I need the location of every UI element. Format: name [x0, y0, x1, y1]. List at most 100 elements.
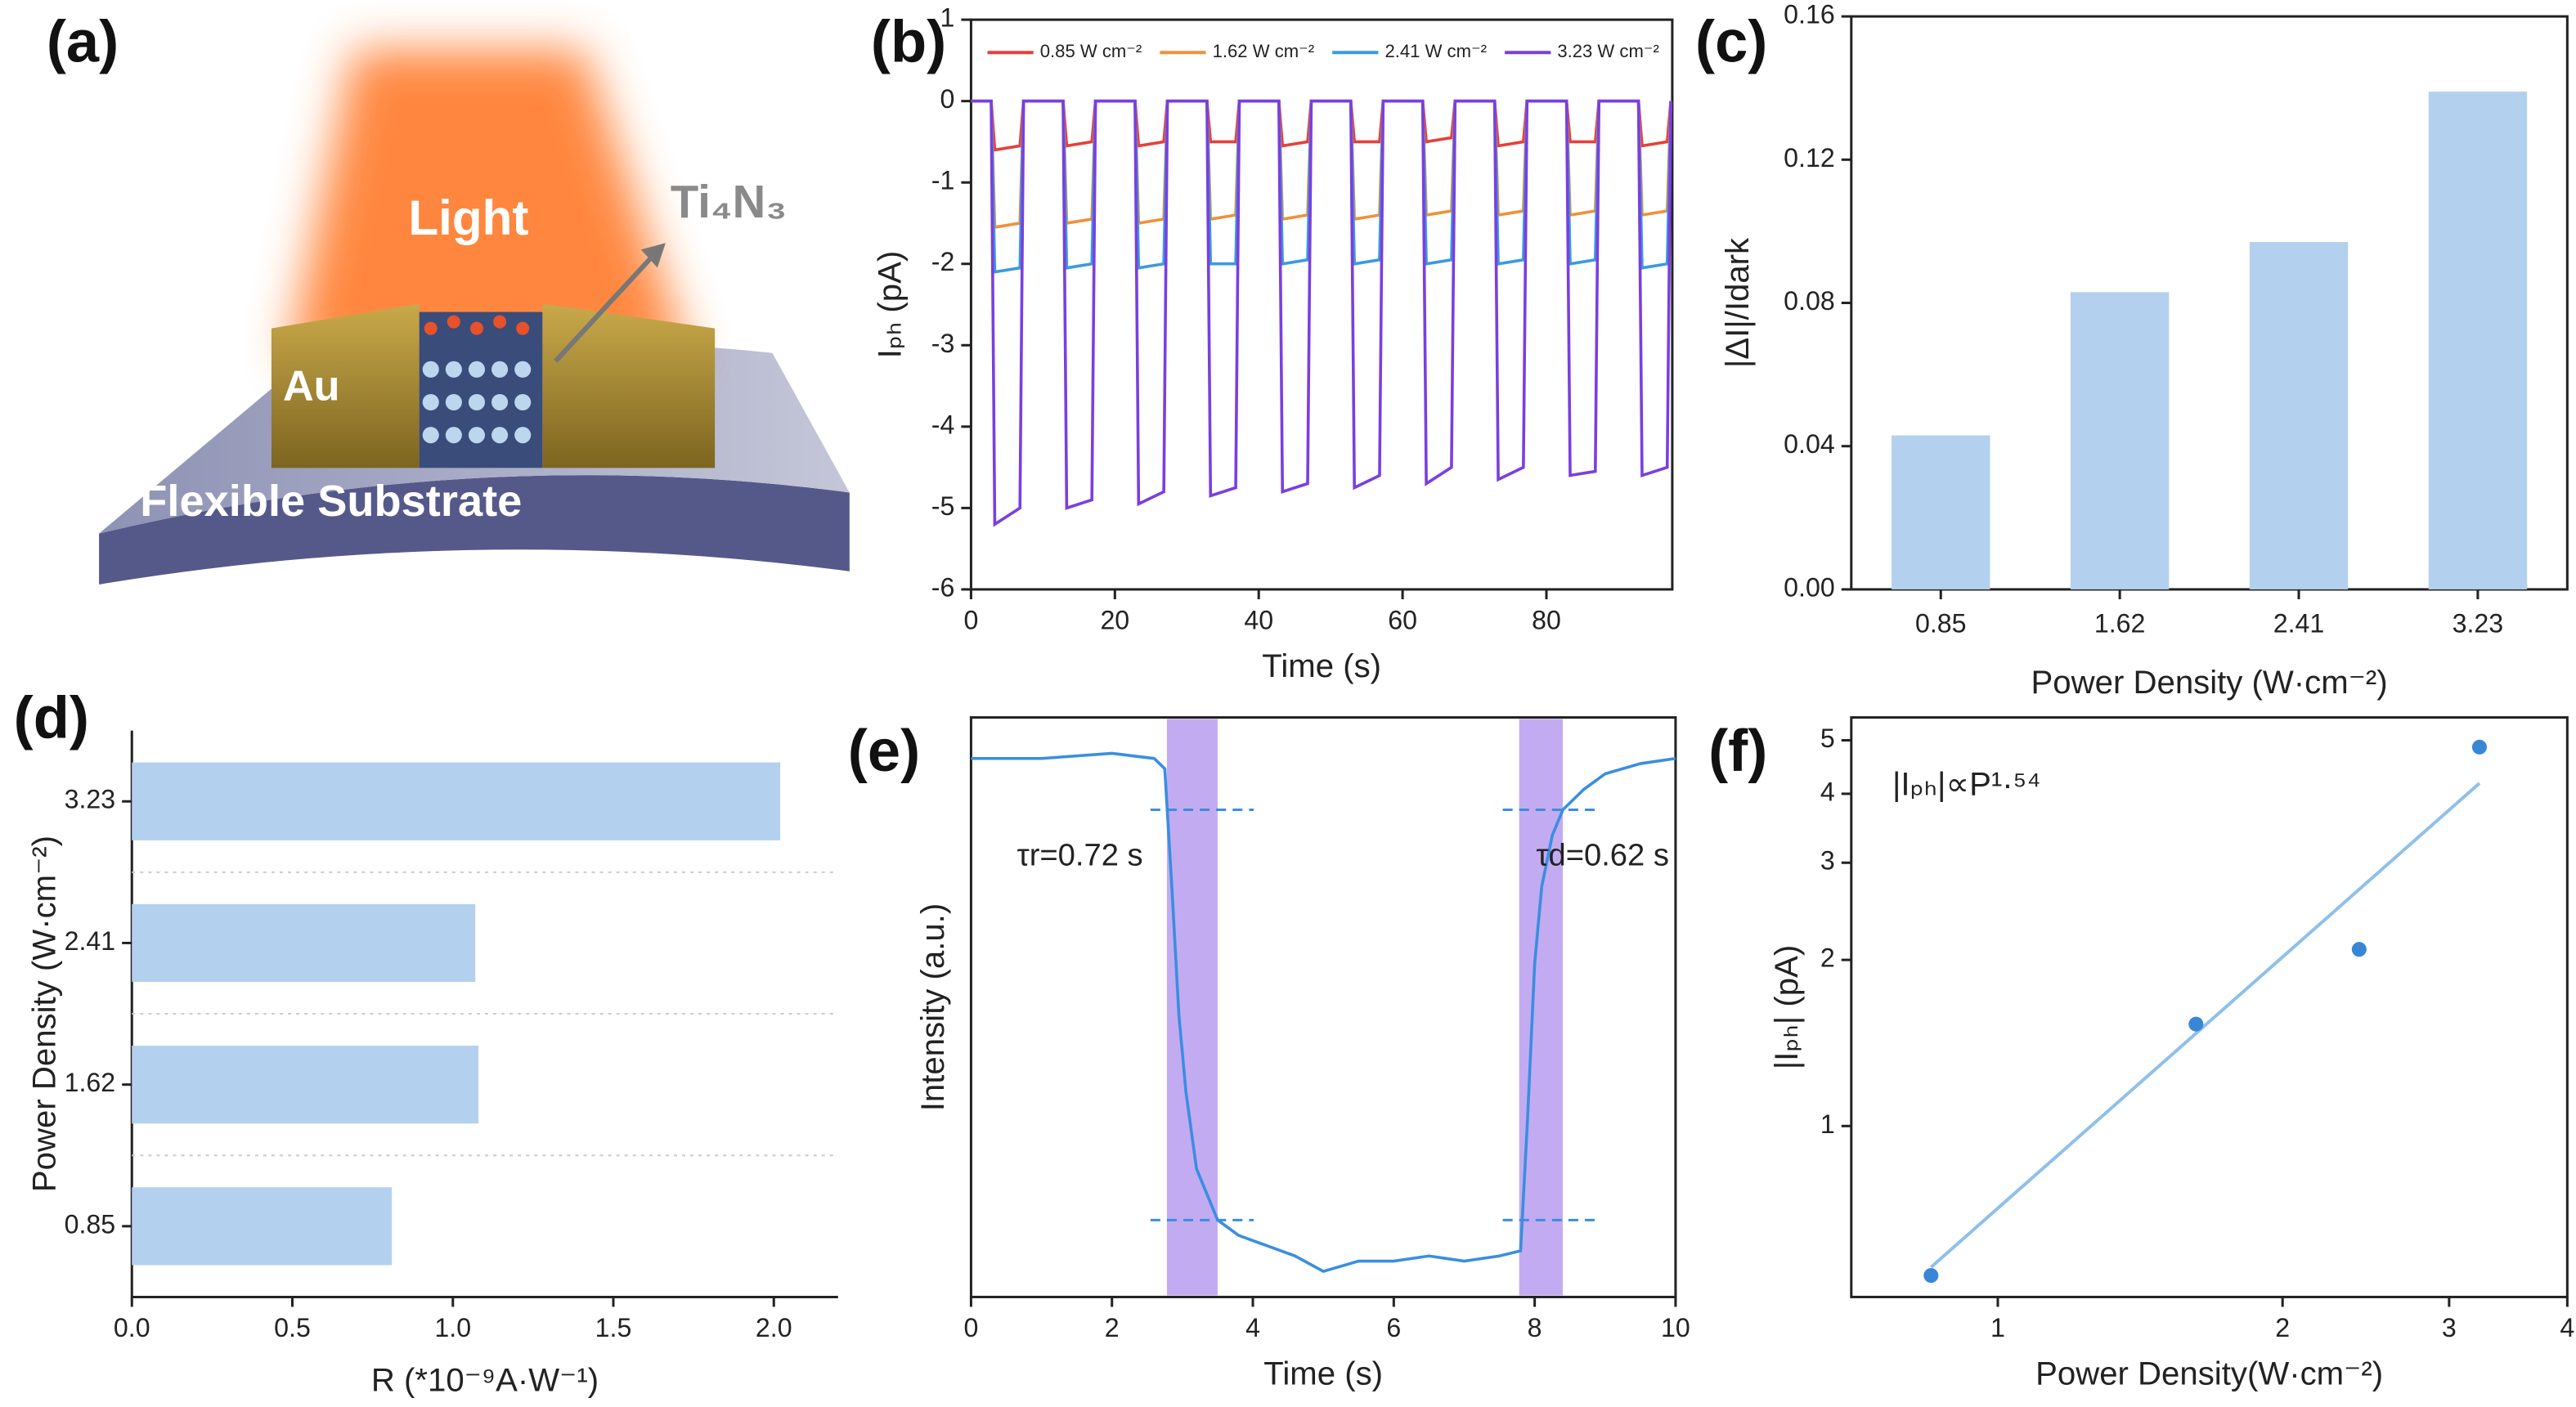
label-light: Light [408, 190, 528, 245]
x-tick-label: 1.0 [434, 1313, 471, 1342]
arrow [554, 253, 657, 363]
bar [2428, 92, 2528, 589]
x-tick-label: 2 [2275, 1313, 2290, 1342]
y-tick-label: 0 [940, 84, 954, 114]
x-tick-label: 10 [1661, 1313, 1690, 1342]
panel-label: (f) [1708, 719, 1767, 784]
x-tick-label: 80 [1532, 606, 1561, 635]
x-tick-label: 1.5 [595, 1313, 632, 1342]
shaded-region [1166, 719, 1218, 1296]
x-tick-label: 4 [2560, 1313, 2574, 1342]
x-tick-label: 1 [1990, 1313, 2005, 1342]
bar [2070, 292, 2170, 589]
plot-frame [1850, 716, 2569, 1298]
y-tick-label: -1 [931, 166, 955, 195]
x-tick-label: 60 [1388, 606, 1417, 635]
point [2471, 739, 2487, 755]
x-tick-label: 2 [1105, 1313, 1120, 1342]
lattice-top [424, 315, 530, 335]
y-tick-label: 0.85 [65, 1209, 116, 1239]
y-tick-label: 0.12 [1784, 143, 1835, 173]
x-tick-label: 0 [963, 606, 978, 635]
point [2351, 942, 2367, 957]
y-tick-label: 3 [1820, 846, 1835, 876]
panel-label: (a) [47, 9, 119, 74]
bar [132, 762, 781, 840]
y-tick-label: 1 [1820, 1109, 1835, 1139]
x-axis-title: Time (s) [1263, 1355, 1383, 1391]
x-axis-title: R (*10⁻⁹A·W⁻¹) [371, 1361, 599, 1398]
x-tick-label: 2.41 [2273, 609, 2325, 639]
legend-label: 1.62 W cm⁻² [1213, 41, 1315, 61]
annotation: τd=0.62 s [1536, 837, 1668, 872]
x-tick-label: 2.0 [756, 1313, 792, 1342]
legend-label: 3.23 W cm⁻² [1557, 41, 1659, 61]
y-axis-title: Power Density (W·cm⁻²) [25, 836, 62, 1192]
y-tick-label: -6 [931, 572, 955, 602]
bar [1892, 435, 1990, 589]
y-tick-label: 0.08 [1784, 286, 1835, 316]
y-tick-label: 4 [1820, 777, 1835, 806]
annotation: τr=0.72 s [1017, 837, 1143, 872]
y-tick-label: 2 [1820, 943, 1835, 973]
au-left [271, 303, 420, 468]
x-tick-label: 40 [1244, 606, 1273, 635]
x-tick-label: 0 [963, 1313, 978, 1342]
x-tick-label: 1.62 [2094, 609, 2146, 639]
x-axis-title: Time (s) [1262, 647, 1381, 684]
plot-frame [969, 716, 1677, 1298]
au-right [542, 303, 716, 468]
x-tick-label: 8 [1528, 1313, 1542, 1342]
y-axis-title: Intensity (a.u.) [914, 903, 951, 1111]
x-tick-label: 3.23 [2453, 609, 2504, 639]
illustration: Light Ti₄N₃ Au Flexible Substrate [99, 49, 850, 585]
bar [2249, 242, 2349, 589]
x-tick-label: 0.85 [1915, 609, 1967, 639]
fit-line [1930, 782, 2481, 1269]
panel-label: (e) [848, 719, 920, 784]
bar [132, 903, 476, 983]
y-tick-label: -5 [931, 491, 955, 521]
plot-frame [969, 18, 1674, 591]
ti4n3-flake [419, 311, 543, 468]
line [971, 99, 1672, 527]
bar [132, 1187, 393, 1266]
y-tick-label: 1 [940, 3, 954, 33]
y-tick-label: -3 [931, 329, 955, 358]
label-ti4n3: Ti₄N₃ [671, 176, 787, 227]
x-tick-label: 3 [2442, 1313, 2457, 1342]
panel-label: (d) [14, 686, 89, 751]
light-beam [288, 49, 691, 361]
panel-label: (c) [1695, 9, 1767, 74]
bar [132, 1046, 479, 1124]
y-tick-label: 5 [1820, 724, 1835, 753]
shaded-region [1519, 719, 1564, 1296]
y-axis-title: Iₚₕ (pA) [872, 251, 909, 359]
x-tick-label: 0.0 [114, 1313, 150, 1342]
y-tick-label: 0.04 [1784, 429, 1835, 459]
x-tick-label: 4 [1245, 1313, 1260, 1342]
y-tick-label: 0.00 [1784, 572, 1835, 602]
legend-label: 0.85 W cm⁻² [1040, 41, 1142, 61]
point [2188, 1016, 2204, 1032]
legend-label: 2.41 W cm⁻² [1384, 41, 1487, 61]
x-tick-label: 6 [1386, 1313, 1401, 1342]
label-au: Au [283, 363, 340, 410]
lattice [422, 361, 532, 444]
arrow-head [640, 243, 666, 268]
y-tick-label: -4 [931, 410, 955, 439]
line [971, 751, 1676, 1274]
y-tick-label: -2 [931, 247, 955, 276]
x-tick-label: 20 [1100, 606, 1129, 635]
y-tick-label: 2.41 [65, 926, 116, 956]
y-axis-title: |Iₚₕ| (pA) [1768, 945, 1805, 1069]
annotation: |Iₚₕ|∝P¹·⁵⁴ [1892, 766, 2041, 803]
y-tick-label: 1.62 [65, 1068, 116, 1097]
x-axis-title: Power Density (W·cm⁻²) [2031, 664, 2388, 701]
substrate-side [99, 475, 850, 585]
label-substrate: Flexible Substrate [140, 477, 522, 526]
x-tick-label: 0.5 [274, 1313, 311, 1342]
y-tick-label: 3.23 [65, 785, 116, 814]
y-axis-title: |ΔI|/Idark [1719, 237, 1756, 368]
